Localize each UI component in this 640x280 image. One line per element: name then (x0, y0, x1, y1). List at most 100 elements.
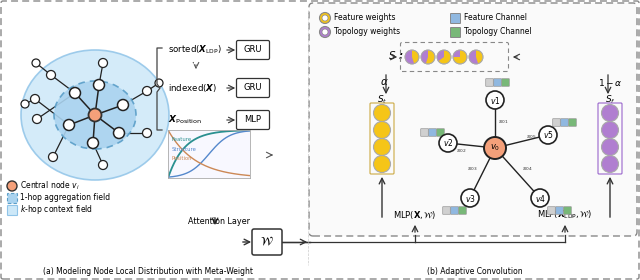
Circle shape (88, 137, 99, 148)
Text: $k$-hop context field: $k$-hop context field (20, 204, 93, 216)
Circle shape (486, 91, 504, 109)
Text: $v_0$: $v_0$ (490, 143, 500, 153)
Text: Attention Layer: Attention Layer (188, 218, 250, 227)
Text: $S_t$: $S_t$ (377, 94, 387, 106)
Circle shape (602, 104, 618, 122)
Text: Structure: Structure (172, 147, 196, 152)
Circle shape (405, 50, 419, 64)
FancyBboxPatch shape (556, 207, 563, 214)
Text: Position: Position (172, 156, 192, 161)
Circle shape (63, 120, 74, 130)
Text: $v2$: $v2$ (443, 137, 453, 148)
Circle shape (155, 79, 163, 87)
Circle shape (374, 122, 390, 139)
Text: $s_{01}$: $s_{01}$ (498, 118, 508, 126)
Circle shape (7, 181, 17, 191)
FancyBboxPatch shape (8, 193, 17, 204)
Circle shape (602, 122, 618, 139)
FancyBboxPatch shape (553, 119, 560, 126)
FancyBboxPatch shape (451, 13, 461, 24)
Text: GRU: GRU (244, 83, 262, 92)
Text: (b) Adaptive Convolution: (b) Adaptive Convolution (427, 267, 523, 277)
Circle shape (437, 50, 451, 64)
FancyBboxPatch shape (502, 79, 509, 86)
Circle shape (88, 109, 102, 122)
Circle shape (113, 127, 125, 139)
Ellipse shape (54, 81, 136, 149)
Text: $\boldsymbol{X}_{\mathrm{Position}}$: $\boldsymbol{X}_{\mathrm{Position}}$ (168, 114, 202, 126)
Text: $v5$: $v5$ (543, 129, 554, 141)
FancyBboxPatch shape (420, 129, 428, 136)
Circle shape (374, 155, 390, 172)
Text: Topology Channel: Topology Channel (464, 27, 532, 36)
Circle shape (70, 87, 81, 99)
Circle shape (322, 29, 328, 35)
Circle shape (49, 153, 58, 162)
Circle shape (143, 129, 152, 137)
Circle shape (93, 80, 104, 90)
FancyBboxPatch shape (436, 129, 444, 136)
FancyBboxPatch shape (486, 79, 493, 86)
FancyBboxPatch shape (451, 207, 458, 214)
Circle shape (484, 137, 506, 159)
FancyBboxPatch shape (252, 229, 282, 255)
Text: $v1$: $v1$ (490, 95, 500, 106)
Text: sorted($\boldsymbol{X}_{\mathrm{LDP}}$): sorted($\boldsymbol{X}_{\mathrm{LDP}}$) (168, 44, 222, 56)
Text: $1-\alpha$: $1-\alpha$ (598, 76, 622, 87)
Text: $S_f$: $S_f$ (605, 94, 616, 106)
Text: (a) Modeling Node Local Distribution with Meta-Weight: (a) Modeling Node Local Distribution wit… (43, 267, 253, 277)
Circle shape (99, 160, 108, 169)
Circle shape (531, 189, 549, 207)
FancyBboxPatch shape (561, 119, 568, 126)
Text: MLP: MLP (244, 115, 262, 125)
Circle shape (99, 59, 108, 67)
Text: GRU: GRU (244, 45, 262, 55)
Text: $\mathrm{MLP}(\mathbf{X}_{\mathrm{LDP}},\mathcal{W})$: $\mathrm{MLP}(\mathbf{X}_{\mathrm{LDP}},… (538, 209, 593, 221)
Text: $\mathrm{MLP}(\mathbf{X},\mathcal{W})$: $\mathrm{MLP}(\mathbf{X},\mathcal{W})$ (393, 209, 436, 221)
Circle shape (322, 15, 328, 21)
Circle shape (319, 27, 330, 38)
Circle shape (47, 71, 56, 80)
Text: 1-hop aggregation field: 1-hop aggregation field (20, 193, 110, 202)
Wedge shape (421, 50, 428, 64)
FancyBboxPatch shape (8, 206, 17, 216)
FancyBboxPatch shape (237, 41, 269, 60)
Text: $s_{04}$: $s_{04}$ (522, 165, 532, 173)
FancyBboxPatch shape (237, 111, 269, 129)
Text: $s_{03}$: $s_{03}$ (467, 165, 477, 173)
Circle shape (143, 87, 152, 95)
Circle shape (319, 13, 330, 24)
Circle shape (421, 50, 435, 64)
Circle shape (439, 134, 457, 152)
Wedge shape (437, 50, 444, 61)
FancyBboxPatch shape (429, 129, 436, 136)
Wedge shape (405, 50, 414, 64)
Text: $s_{02}$: $s_{02}$ (456, 148, 467, 155)
FancyBboxPatch shape (237, 78, 269, 97)
FancyBboxPatch shape (309, 3, 637, 236)
Text: Feature: Feature (172, 137, 191, 142)
Text: indexed($\boldsymbol{X}$): indexed($\boldsymbol{X}$) (168, 82, 217, 94)
Circle shape (453, 50, 467, 64)
Circle shape (118, 99, 129, 111)
Circle shape (469, 50, 483, 64)
Circle shape (374, 139, 390, 155)
Circle shape (374, 104, 390, 122)
Text: $v3$: $v3$ (465, 193, 476, 204)
Text: Topology weights: Topology weights (334, 27, 400, 36)
FancyBboxPatch shape (459, 207, 467, 214)
Wedge shape (469, 50, 478, 64)
Text: Feature weights: Feature weights (334, 13, 396, 22)
Text: $s_{05}$: $s_{05}$ (526, 134, 537, 141)
Circle shape (33, 115, 42, 123)
Circle shape (32, 59, 40, 67)
FancyBboxPatch shape (443, 207, 451, 214)
Circle shape (31, 95, 40, 104)
Text: $\alpha$: $\alpha$ (380, 77, 388, 87)
FancyBboxPatch shape (451, 27, 461, 38)
FancyBboxPatch shape (564, 207, 572, 214)
FancyBboxPatch shape (493, 79, 501, 86)
FancyBboxPatch shape (548, 207, 556, 214)
Circle shape (602, 155, 618, 172)
Text: $v4$: $v4$ (534, 193, 545, 204)
